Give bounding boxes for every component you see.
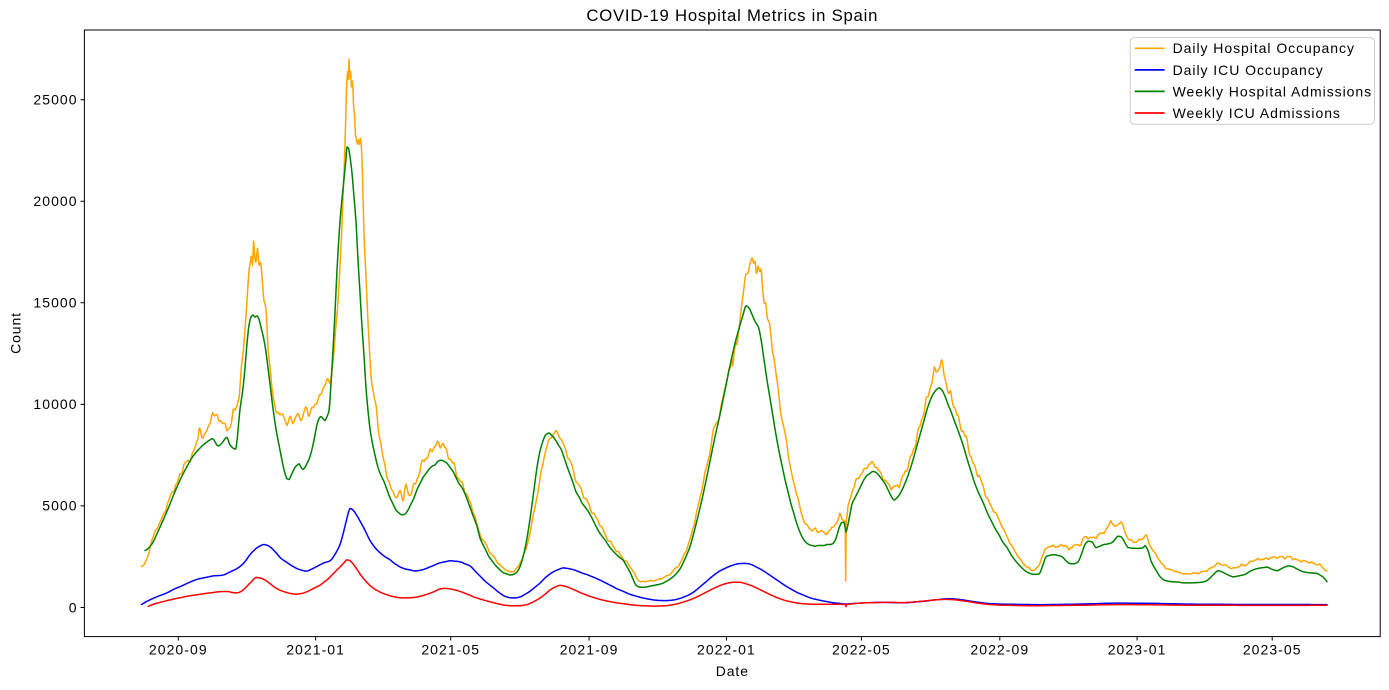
svg-text:COVID-19 Hospital Metrics in S: COVID-19 Hospital Metrics in Spain (586, 6, 878, 25)
svg-text:10000: 10000 (33, 396, 77, 412)
svg-text:2023-01: 2023-01 (1108, 642, 1167, 658)
svg-text:Date: Date (716, 663, 749, 679)
svg-text:2021-09: 2021-09 (560, 642, 619, 658)
svg-text:2023-05: 2023-05 (1243, 642, 1302, 658)
svg-text:2020-09: 2020-09 (149, 642, 208, 658)
svg-text:Daily ICU Occupancy: Daily ICU Occupancy (1173, 62, 1324, 78)
svg-text:Weekly Hospital Admissions: Weekly Hospital Admissions (1173, 83, 1373, 99)
svg-text:0: 0 (69, 599, 78, 615)
svg-text:25000: 25000 (33, 92, 77, 108)
svg-text:2021-05: 2021-05 (421, 642, 480, 658)
svg-text:5000: 5000 (42, 498, 77, 514)
svg-text:2021-01: 2021-01 (286, 642, 345, 658)
svg-text:Daily Hospital Occupancy: Daily Hospital Occupancy (1173, 40, 1355, 56)
svg-text:Weekly ICU Admissions: Weekly ICU Admissions (1173, 105, 1341, 121)
svg-text:2022-09: 2022-09 (970, 642, 1029, 658)
svg-text:2022-05: 2022-05 (832, 642, 891, 658)
svg-text:20000: 20000 (33, 193, 77, 209)
svg-text:2022-01: 2022-01 (697, 642, 756, 658)
svg-text:15000: 15000 (33, 295, 77, 311)
svg-text:Count: Count (8, 312, 24, 354)
